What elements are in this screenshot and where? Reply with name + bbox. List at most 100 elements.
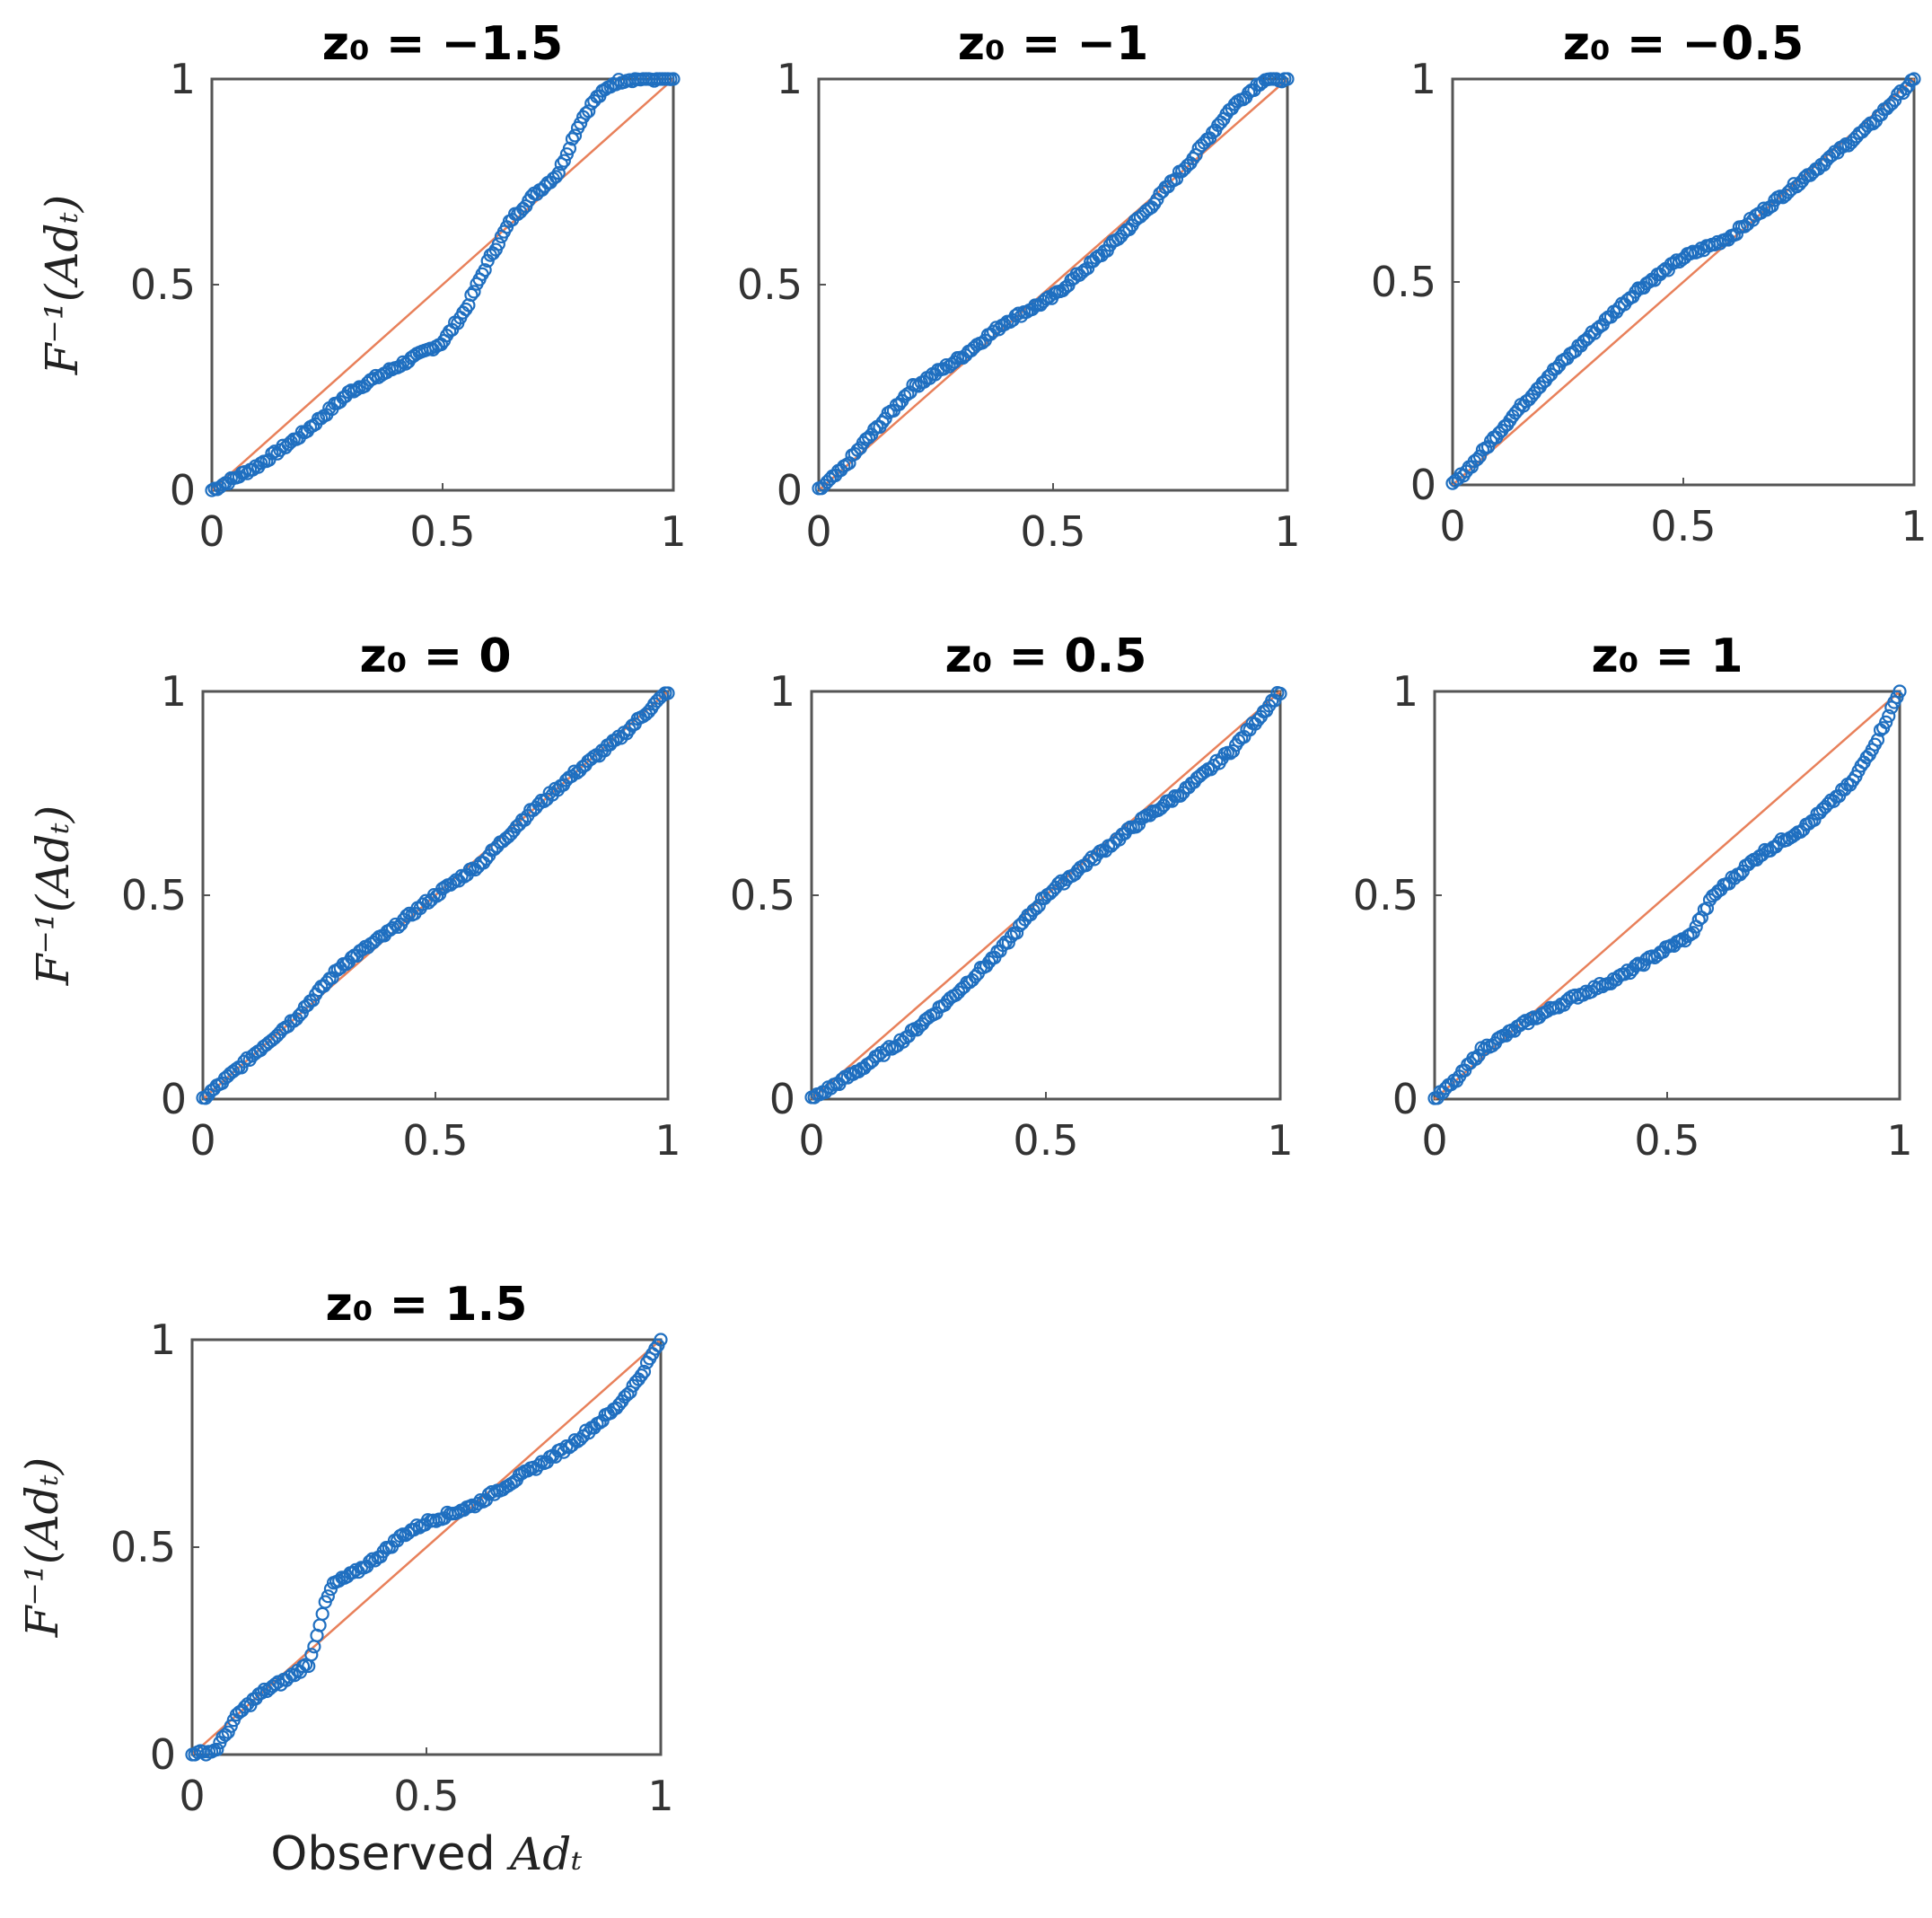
x-tick-label: 0.5 [1634, 1116, 1699, 1165]
data-point [229, 1062, 243, 1077]
data-point [1029, 902, 1043, 916]
data-point [265, 446, 279, 461]
data-point [1882, 708, 1896, 723]
data-point [1629, 958, 1643, 973]
data-point [1683, 246, 1698, 261]
data-point [562, 141, 577, 155]
y-tick-label: 1 [1410, 55, 1436, 103]
x-axis-label-word: Observed [270, 1827, 510, 1881]
x-tick-label: 0 [805, 507, 831, 556]
data-point [446, 875, 461, 890]
data-point [210, 1742, 224, 1756]
x-tick-label: 0 [179, 1772, 205, 1820]
x-tick-label: 1 [1267, 1116, 1293, 1165]
panel-title: z₀ = 0.5 [945, 629, 1147, 683]
y-axis-label: F⁻¹(Adₜ) [16, 1457, 68, 1639]
x-axis-label: Observed Adₜ [270, 1827, 582, 1881]
data-point [221, 1725, 235, 1739]
y-tick-label: 0.5 [737, 260, 803, 309]
data-point [478, 263, 492, 277]
data-point [1273, 686, 1287, 701]
y-tick-label: 0 [769, 1075, 795, 1123]
data-point [557, 154, 571, 168]
data-point [654, 1333, 668, 1347]
reference-line [818, 78, 1288, 491]
y-tick-label: 0 [1392, 1075, 1418, 1123]
x-axis-label-var: Adₜ [506, 1828, 582, 1880]
y-tick-label: 0 [161, 1075, 187, 1123]
data-point [385, 920, 400, 935]
y-axis-label: F⁻¹(Adₜ) [36, 195, 88, 376]
x-tick-label: 0.5 [1650, 502, 1716, 550]
x-tick-label: 0.5 [409, 507, 475, 556]
panel-4: z₀ = 0 00 0.5 0.5 1 1 F⁻¹(Adₜ) [27, 629, 681, 1165]
y-tick-label: 0 [1410, 461, 1436, 509]
y-tick-label: 0.5 [130, 260, 196, 309]
data-point [400, 909, 414, 923]
x-tick-label: 1 [654, 1116, 681, 1165]
y-tick-label: 1 [769, 667, 795, 716]
data-point [363, 1554, 377, 1569]
reference-line [1434, 691, 1901, 1100]
data-point [637, 1364, 652, 1379]
y-tick-label: 1 [150, 1315, 176, 1364]
y-tick-label: 0 [150, 1730, 176, 1779]
data-point [882, 1040, 897, 1054]
y-tick-label: 0 [170, 466, 196, 515]
y-tick-label: 0.5 [1353, 871, 1418, 919]
x-tick-label: 0 [1421, 1116, 1447, 1165]
x-tick-label: 1 [1274, 507, 1300, 556]
data-point [491, 237, 505, 251]
y-axis-label: F⁻¹(Adₜ) [27, 805, 79, 987]
panel-title: z₀ = 1 [1592, 629, 1743, 683]
data-point [1186, 151, 1200, 166]
data-point [1655, 264, 1670, 278]
data-point [661, 686, 675, 700]
data-point [1892, 684, 1907, 699]
y-tick-label: 0.5 [1371, 258, 1436, 306]
panel-title: z₀ = 1.5 [326, 1278, 528, 1332]
reference-line [211, 78, 674, 491]
data-point [1666, 256, 1681, 270]
data-point [304, 1648, 319, 1662]
x-tick-label: 0 [798, 1116, 824, 1165]
data-point [666, 72, 681, 86]
data-point [1051, 876, 1066, 891]
panel-title: z₀ = −0.5 [1563, 17, 1805, 71]
data-point [582, 104, 596, 119]
x-tick-label: 0 [198, 507, 224, 556]
x-tick-label: 1 [1886, 1116, 1912, 1165]
data-point [567, 128, 583, 143]
y-tick-label: 0.5 [121, 871, 187, 919]
y-tick-label: 1 [161, 667, 187, 716]
panel-title: z₀ = 0 [360, 629, 512, 683]
data-point [1879, 715, 1893, 729]
x-tick-label: 1 [660, 507, 686, 556]
y-tick-label: 0.5 [730, 871, 795, 919]
data-point [1691, 912, 1706, 928]
x-tick-label: 0.5 [393, 1772, 459, 1820]
data-point [467, 285, 481, 299]
data-point [1469, 1051, 1483, 1066]
data-point [238, 1700, 252, 1714]
data-point [464, 287, 479, 303]
x-tick-label: 1 [647, 1772, 673, 1820]
y-tick-label: 1 [777, 55, 803, 103]
y-tick-label: 1 [170, 55, 196, 103]
x-tick-label: 0.5 [1020, 507, 1085, 556]
data-point [1836, 139, 1850, 154]
panel-6: z₀ = 1 00 0.5 0.5 1 1 [1353, 629, 1913, 1165]
data-point [1787, 177, 1801, 191]
data-point [1699, 901, 1715, 916]
data-point [1082, 854, 1096, 868]
data-point [365, 372, 381, 386]
data-point [409, 1518, 424, 1533]
data-point [1708, 237, 1722, 251]
y-tick-label: 1 [1392, 667, 1418, 716]
panel-3: z₀ = −0.5 00 0.5 0.5 1 1 [1371, 17, 1928, 550]
y-tick-label: 0 [777, 466, 803, 515]
x-tick-label: 0 [189, 1116, 215, 1165]
panel-1: z₀ = −1.5 00 0.5 0.5 1 1 F⁻¹(Adₜ) [36, 17, 687, 556]
y-tick-label: 0.5 [110, 1523, 176, 1571]
panel-2: z₀ = −1 00 0.5 0.5 1 1 [737, 17, 1301, 556]
